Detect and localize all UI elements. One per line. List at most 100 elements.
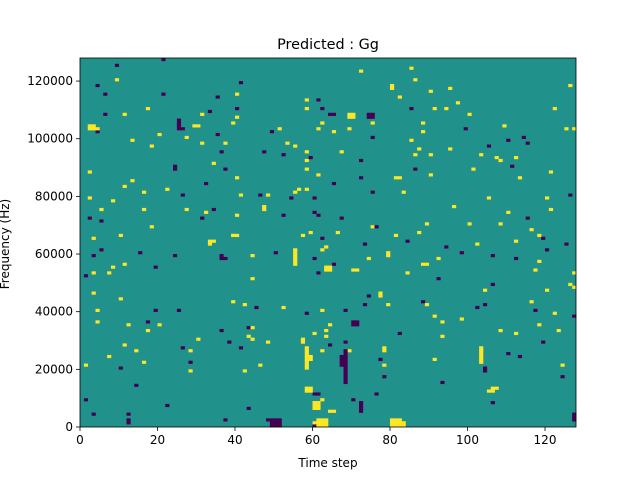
- x-tick-label: 80: [382, 433, 397, 447]
- heatmap-cell: [490, 386, 495, 390]
- heatmap-cell: [390, 83, 395, 88]
- y-tick-label: 60000: [35, 247, 73, 261]
- heatmap-cell: [517, 354, 523, 359]
- heatmap-cell: [114, 63, 120, 67]
- heatmap-cell: [572, 285, 577, 289]
- heatmap-cell: [467, 222, 472, 226]
- heatmap-cell: [130, 138, 135, 142]
- heatmap-cell: [397, 421, 402, 425]
- heatmap-cell: [122, 112, 127, 116]
- heatmap-cell: [250, 337, 255, 341]
- heatmap-cell: [452, 205, 457, 209]
- heatmap-cell: [359, 158, 364, 163]
- heatmap-cell: [417, 147, 422, 151]
- heatmap-cell: [428, 173, 433, 177]
- heatmap-cell: [568, 83, 573, 88]
- heatmap-cell: [238, 193, 244, 197]
- heatmap-cell: [250, 254, 255, 258]
- heatmap-cell: [312, 392, 317, 396]
- heatmap-cell: [490, 389, 495, 393]
- heatmap-cell: [304, 363, 309, 367]
- heatmap-cell: [316, 98, 321, 102]
- heatmap-cell: [328, 343, 333, 347]
- heatmap-cell: [397, 176, 402, 180]
- heatmap-cell: [331, 130, 337, 134]
- heatmap-cell: [486, 389, 492, 393]
- heatmap-cell: [219, 256, 224, 261]
- heatmap-cell: [537, 233, 542, 238]
- heatmap-background: [80, 58, 576, 427]
- heatmap-cell: [83, 398, 89, 402]
- heatmap-cell: [176, 124, 182, 128]
- heatmap-cell: [242, 369, 247, 373]
- heatmap-cell: [176, 121, 182, 125]
- heatmap-cell: [525, 141, 530, 145]
- heatmap-cell: [339, 150, 344, 154]
- y-tick-label: 20000: [35, 362, 73, 376]
- heatmap-cell: [161, 58, 166, 62]
- heatmap-cell: [312, 331, 317, 336]
- heatmap-cell: [184, 207, 189, 212]
- heatmap-cell: [304, 366, 309, 370]
- heatmap-cell: [331, 181, 337, 186]
- heatmap-cell: [529, 300, 534, 304]
- heatmap-cell: [366, 256, 371, 261]
- heatmap-cell: [223, 141, 228, 145]
- heatmap-cell: [498, 328, 503, 333]
- heatmap-cell: [409, 66, 414, 70]
- heatmap-cell: [548, 207, 554, 212]
- heatmap-cell: [320, 421, 325, 425]
- heatmap-cell: [343, 340, 348, 344]
- heatmap-cell: [483, 366, 488, 370]
- heatmap-cell: [277, 418, 282, 422]
- heatmap-cell: [370, 225, 375, 229]
- heatmap-cell: [343, 357, 348, 361]
- heatmap-cell: [390, 421, 395, 425]
- heatmap-cell: [343, 372, 348, 376]
- plot-frame: [79, 57, 577, 428]
- heatmap-cell: [320, 398, 325, 402]
- heatmap-cell: [238, 346, 244, 350]
- heatmap-cell: [475, 242, 480, 246]
- heatmap-cell: [347, 112, 352, 116]
- heatmap-cell: [262, 205, 267, 209]
- heatmap-cell: [390, 86, 395, 91]
- heatmap-cell: [374, 225, 379, 229]
- heatmap-cell: [273, 424, 278, 428]
- heatmap-cell: [424, 303, 430, 307]
- heatmap-cell: [320, 424, 325, 428]
- heatmap-cell: [142, 360, 147, 364]
- heatmap-cell: [87, 124, 92, 128]
- heatmap-cell: [312, 421, 317, 425]
- heatmap-cell: [316, 401, 321, 405]
- heatmap-cell: [564, 127, 569, 131]
- heatmap-cell: [219, 150, 224, 154]
- heatmap-cell: [479, 352, 484, 356]
- y-tick-label: 0: [65, 420, 73, 434]
- heatmap-cell: [343, 366, 348, 370]
- heatmap-cell: [490, 282, 495, 287]
- heatmap-cell: [308, 156, 313, 160]
- heatmap-cell: [297, 187, 302, 191]
- y-axis-label: Frequency (Hz): [0, 199, 12, 290]
- heatmap-cell: [304, 352, 309, 356]
- heatmap-cell: [541, 236, 546, 240]
- heatmap-cell: [339, 360, 344, 364]
- heatmap-cell: [235, 107, 240, 111]
- heatmap-cell: [479, 354, 484, 359]
- heatmap-cell: [432, 107, 437, 111]
- heatmap-cell: [506, 138, 511, 142]
- heatmap-cell: [393, 233, 399, 238]
- heatmap-cell: [386, 303, 391, 307]
- heatmap-cell: [173, 164, 178, 168]
- heatmap-cell: [359, 406, 364, 410]
- heatmap-cell: [157, 132, 162, 137]
- heatmap-cell: [440, 320, 445, 324]
- heatmap-cell: [370, 121, 375, 125]
- heatmap-cell: [188, 360, 193, 364]
- heatmap-cell: [436, 256, 441, 261]
- heatmap-cell: [211, 161, 216, 165]
- heatmap-cell: [300, 233, 306, 238]
- heatmap-cell: [235, 213, 240, 217]
- heatmap-cell: [266, 340, 271, 344]
